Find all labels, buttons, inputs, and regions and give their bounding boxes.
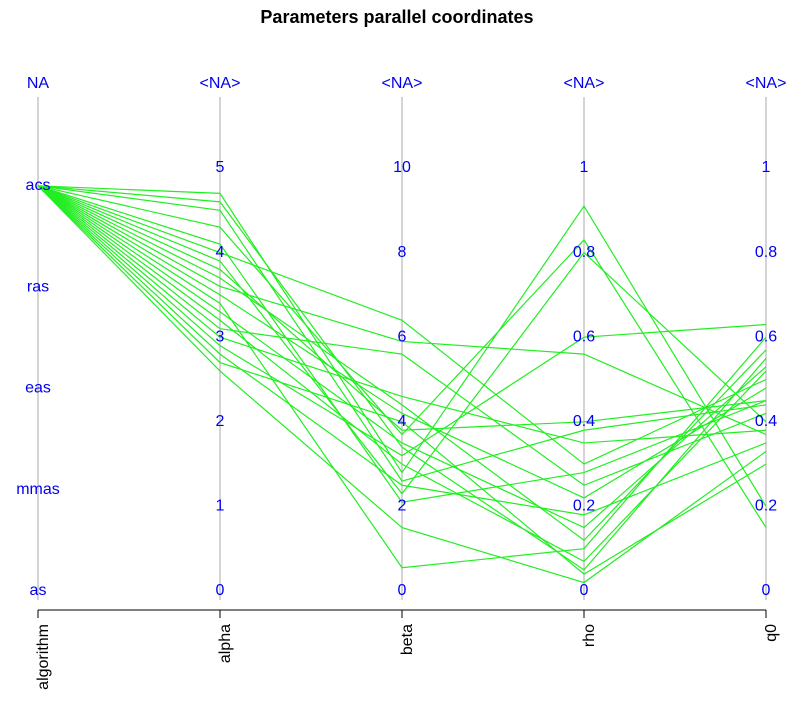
tick-label: 0.2 [755, 498, 777, 515]
na-label: <NA> [746, 75, 787, 92]
tick-label: 5 [216, 159, 225, 176]
tick-label: 0 [398, 582, 407, 599]
config-line [37, 185, 767, 542]
tick-label: 4 [398, 413, 407, 430]
axis-label: rho [581, 624, 598, 647]
category-label: eas [25, 380, 51, 397]
config-line [37, 185, 767, 575]
category-label: acs [26, 177, 51, 194]
tick-label: 1 [580, 159, 589, 176]
tick-label: 0.4 [573, 413, 595, 430]
tick-label: 8 [398, 244, 407, 261]
tick-label: 6 [398, 328, 407, 345]
config-line [37, 185, 767, 529]
tick-label: 0.2 [573, 498, 595, 515]
na-label: NA [27, 75, 50, 92]
tick-label: 0 [762, 582, 771, 599]
tick-label: 1 [762, 159, 771, 176]
tick-label: 0 [216, 582, 225, 599]
axis-label: alpha [217, 624, 234, 663]
na-label: <NA> [200, 75, 241, 92]
category-label: as [30, 582, 47, 599]
config-line [37, 185, 767, 482]
config-line [37, 185, 767, 563]
chart-title: Parameters parallel coordinates [260, 7, 533, 27]
tick-label: 0.8 [755, 244, 777, 261]
tick-label: 0.6 [755, 328, 777, 345]
category-label: mmas [16, 481, 60, 498]
config-line [37, 185, 767, 431]
config-line [37, 185, 767, 516]
tick-label: 0.8 [573, 244, 595, 261]
tick-label: 0.6 [573, 328, 595, 345]
axis-label: algorithm [35, 624, 52, 690]
config-line [37, 185, 767, 571]
config-line [37, 185, 767, 503]
config-line [37, 185, 767, 444]
axis-label: beta [399, 624, 416, 655]
tick-label: 4 [216, 244, 225, 261]
config-line [37, 185, 767, 569]
tick-label: 3 [216, 328, 225, 345]
na-label: <NA> [382, 75, 423, 92]
config-line [37, 185, 767, 584]
config-line [37, 185, 767, 495]
config-line [37, 185, 767, 436]
category-label: ras [27, 278, 49, 295]
tick-label: 2 [398, 498, 407, 515]
tick-label: 0 [580, 582, 589, 599]
axis-label: q0 [763, 624, 780, 642]
tick-label: 10 [393, 159, 411, 176]
tick-label: 2 [216, 413, 225, 430]
config-line [37, 185, 767, 486]
tick-label: 0.4 [755, 413, 777, 430]
tick-label: 1 [216, 498, 225, 515]
config-line [37, 185, 767, 528]
config-line [37, 185, 767, 507]
config-line [37, 185, 767, 465]
config-line [37, 185, 767, 457]
na-label: <NA> [564, 75, 605, 92]
